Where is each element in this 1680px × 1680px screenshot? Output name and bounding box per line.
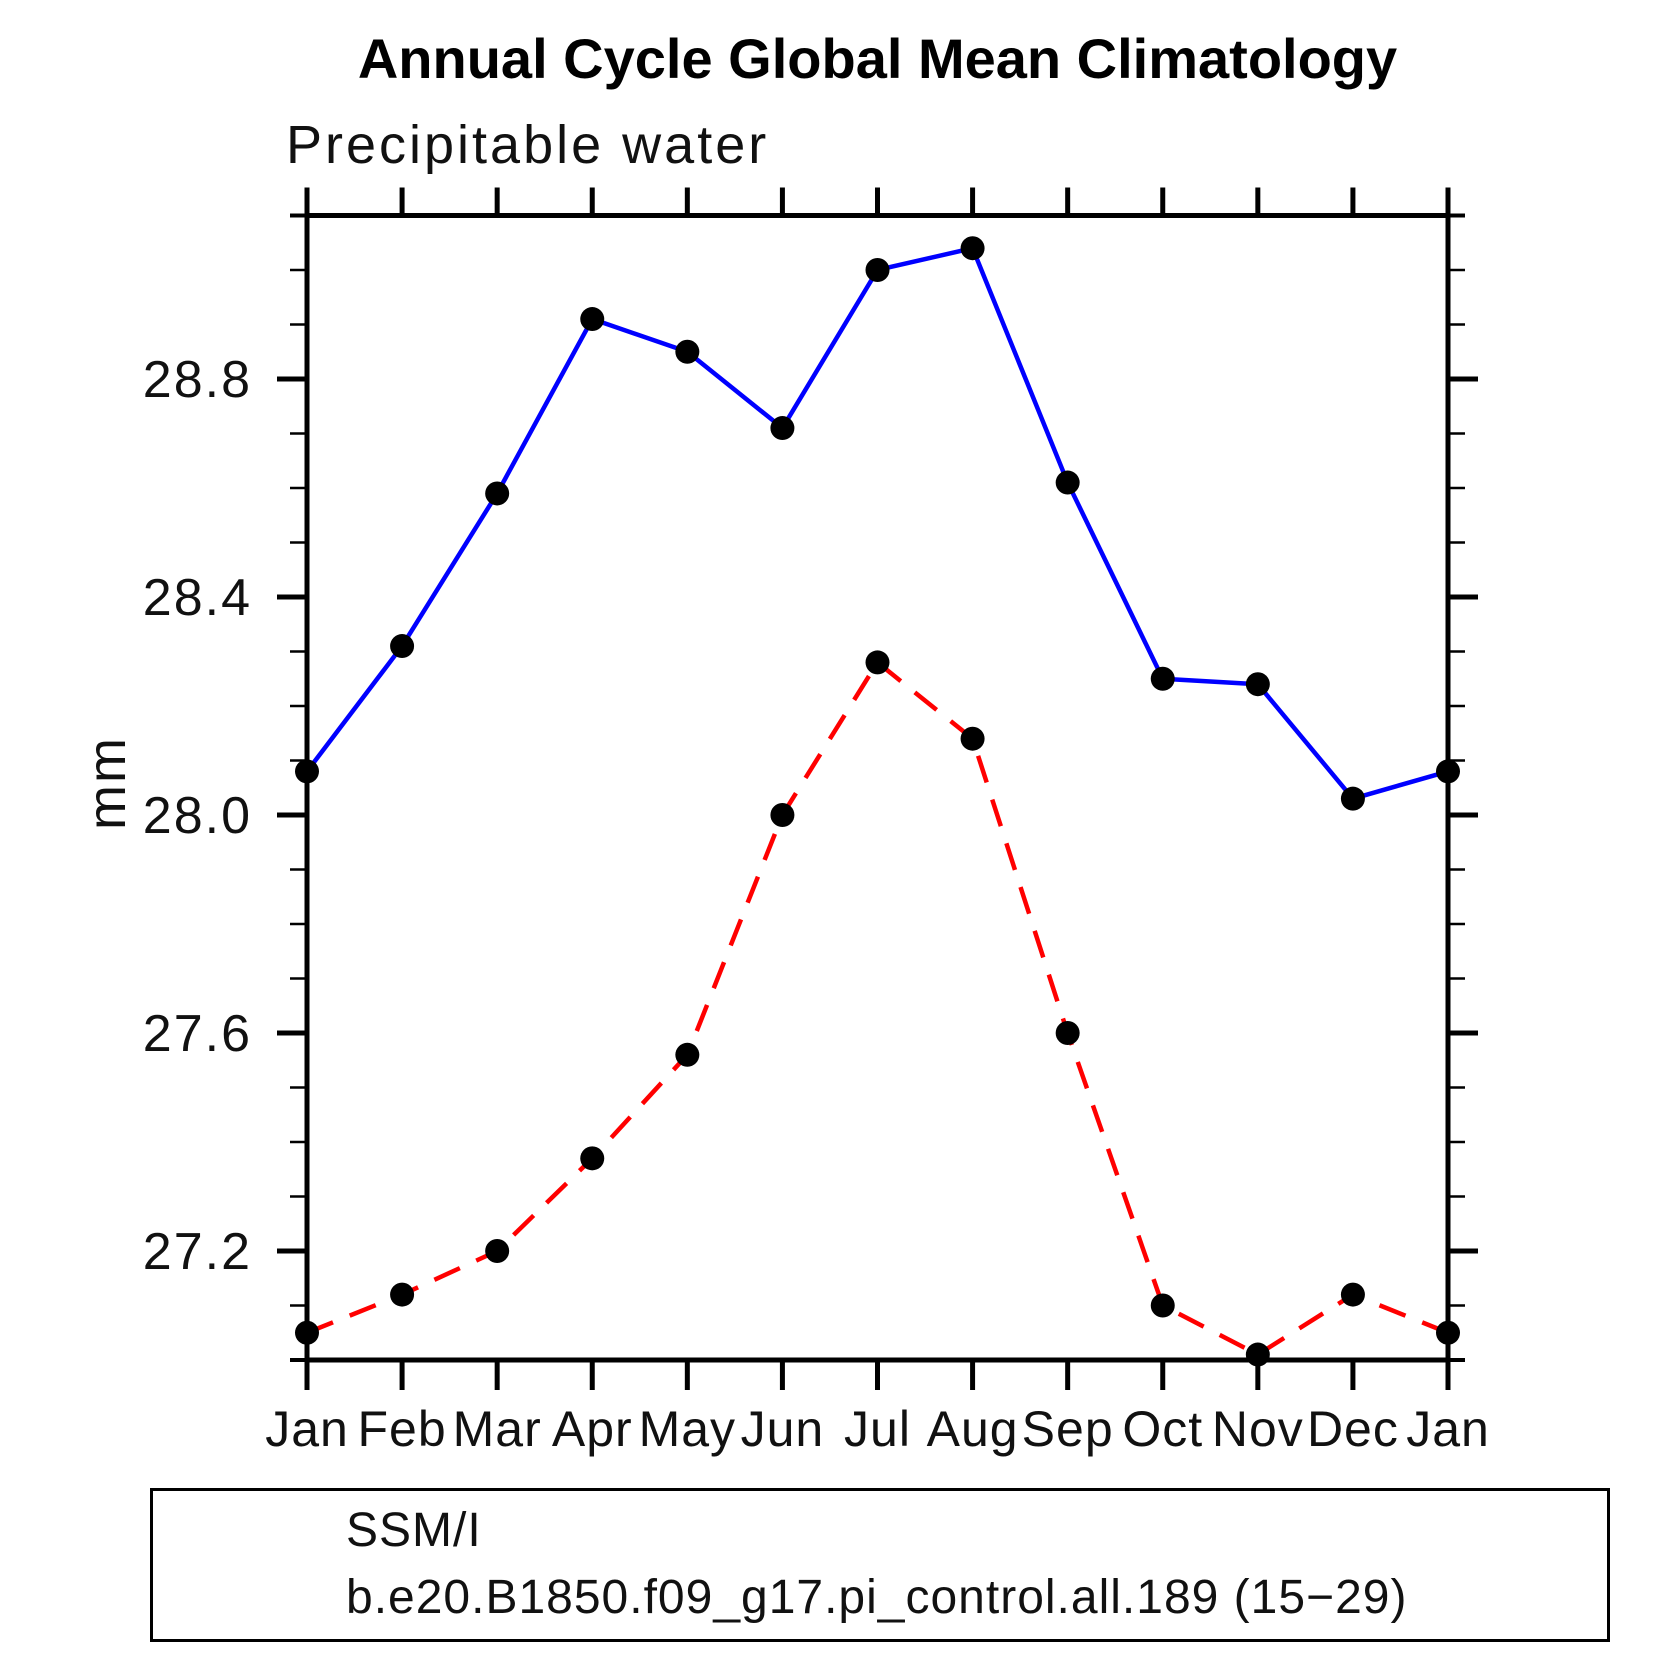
data-point-marker-s1 <box>390 1282 415 1307</box>
y-tick-label: 27.6 <box>143 1005 252 1063</box>
data-point-marker-s1 <box>1245 1342 1270 1367</box>
x-tick-label: Dec <box>1307 1401 1399 1457</box>
x-tick-label: May <box>639 1401 736 1457</box>
data-point-marker-s0 <box>485 481 510 506</box>
legend-label-model: b.e20.B1850.f09_g17.pi_control.all.189 (… <box>346 1571 1408 1624</box>
data-point-marker-s1 <box>1150 1293 1175 1318</box>
data-point-marker-s1 <box>485 1239 510 1263</box>
data-point-marker-s0 <box>865 258 890 282</box>
plot-border <box>304 213 1451 1363</box>
data-point-marker-s1 <box>1055 1021 1080 1045</box>
data-point-marker-s1 <box>580 1146 605 1171</box>
data-point-marker-s0 <box>580 307 605 332</box>
data-point-marker-s1 <box>770 803 795 827</box>
y-tick-label: 28.4 <box>143 569 252 627</box>
x-tick-label: Nov <box>1212 1401 1304 1457</box>
data-point-marker-s0 <box>295 759 319 784</box>
y-tick-label: 27.2 <box>143 1223 252 1281</box>
x-tick-label: Jul <box>844 1401 911 1457</box>
data-point-marker-s0 <box>1150 666 1175 691</box>
data-point-marker-s0 <box>960 236 985 261</box>
x-tick-label: Sep <box>1022 1401 1114 1457</box>
legend-box <box>150 1488 1610 1642</box>
data-point-marker-s1 <box>865 650 890 675</box>
data-point-marker-s0 <box>770 416 795 441</box>
x-tick-label: Oct <box>1122 1401 1203 1457</box>
data-point-marker-s0 <box>1436 759 1460 784</box>
data-point-marker-s1 <box>295 1320 319 1345</box>
data-point-marker-s0 <box>1245 672 1270 697</box>
plot-subtitle: Precipitable water <box>286 115 770 175</box>
series-line-0 <box>305 245 1449 801</box>
chart-title: Annual Cycle Global Mean Climatology <box>357 27 1398 90</box>
x-tick-label: Mar <box>453 1401 542 1457</box>
x-tick-label: Apr <box>552 1401 633 1457</box>
data-point-marker-s0 <box>1340 786 1365 811</box>
x-tick-label: Jan <box>265 1401 349 1457</box>
data-point-marker-s0 <box>390 634 415 659</box>
series-line-1 <box>306 660 1449 1357</box>
data-point-marker-s1 <box>1340 1282 1365 1307</box>
x-tick-label: Aug <box>927 1401 1019 1457</box>
data-point-marker-s1 <box>675 1042 700 1067</box>
data-point-marker-s1 <box>960 726 985 751</box>
y-tick-label: 28.8 <box>143 351 252 409</box>
data-point-marker-s0 <box>1055 470 1080 495</box>
data-point-marker-s1 <box>1436 1320 1460 1345</box>
y-tick-label: 28.0 <box>143 787 252 845</box>
x-tick-label: Feb <box>357 1401 446 1457</box>
x-tick-label: Jun <box>741 1401 825 1457</box>
data-point-marker-s0 <box>675 339 700 364</box>
x-tick-label: Jan <box>1406 1401 1490 1457</box>
legend-label-ssmi: SSM/I <box>346 1504 482 1557</box>
